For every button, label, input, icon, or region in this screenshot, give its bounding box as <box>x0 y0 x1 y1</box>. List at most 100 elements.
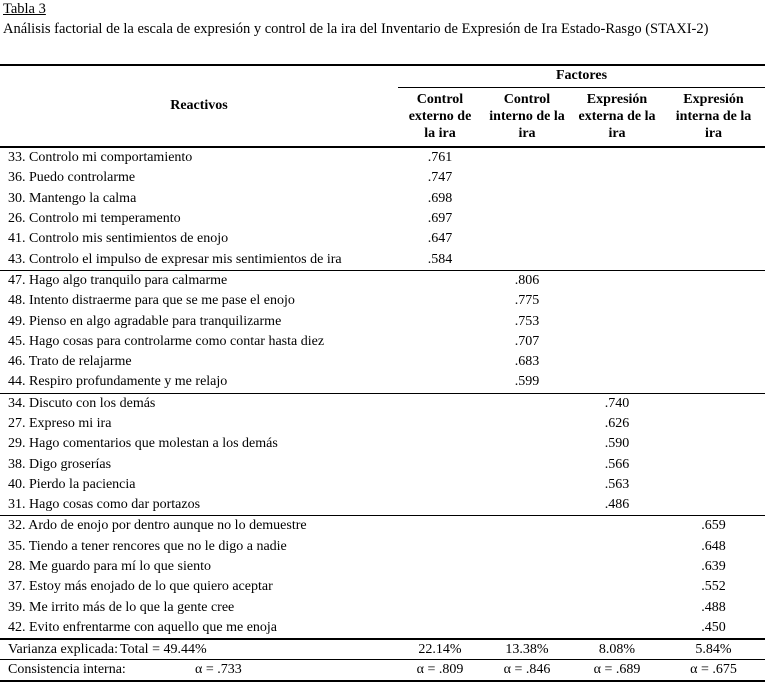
factor-group-4: 32. Ardo de enojo por dentro aunque no l… <box>0 516 765 640</box>
item-label: 44. Respiro profundamente y me relajo <box>8 374 228 390</box>
consistency-label-text: Consistencia interna: <box>8 662 126 678</box>
factor-group-1: 33. Controlo mi comportamiento .761 36. Pu… <box>0 148 765 271</box>
item-row: 38. Digo groserías .566 <box>0 454 765 474</box>
item-row: 45. Hago cosas para controlarme como con… <box>0 332 765 352</box>
variance-value: 13.38% <box>505 641 549 657</box>
loading-value: .486 <box>604 497 630 513</box>
column-header-control-interno: Control interno de la ira <box>489 92 565 141</box>
loading-value: .697 <box>427 211 453 227</box>
column-header-expresion-interna: Expresión interna de la ira <box>675 92 752 141</box>
loading-value: .590 <box>604 436 630 452</box>
loading-value: .707 <box>514 333 540 349</box>
item-label: 35. Tiendo a tener rencores que no le di… <box>8 538 287 554</box>
item-row: 40. Pierdo la paciencia .563 <box>0 475 765 495</box>
item-label: 36. Puedo controlarme <box>8 170 136 186</box>
item-row: 37. Estoy más enojado de lo que quiero a… <box>0 577 765 597</box>
item-label: 38. Digo groserías <box>8 456 112 472</box>
loading-value: .806 <box>514 272 540 288</box>
item-row: 30. Mantengo la calma .698 <box>0 189 765 209</box>
loading-value: .753 <box>514 313 540 329</box>
item-label: 26. Controlo mi temperamento <box>8 211 181 227</box>
item-label: 41. Controlo mis sentimientos de enojo <box>8 231 229 247</box>
loading-value: .450 <box>701 619 726 635</box>
loading-value: .775 <box>514 293 540 309</box>
table-number-title: Tabla 3 <box>3 1 46 17</box>
item-label: 37. Estoy más enojado de lo que quiero a… <box>8 579 273 595</box>
loading-value: .698 <box>427 190 453 206</box>
consistency-value: α = .809 <box>416 662 464 678</box>
item-row: 27. Expreso mi ira .626 <box>0 414 765 434</box>
item-row: 39. Me irrito más de lo que la gente cre… <box>0 598 765 618</box>
loading-value: .563 <box>604 476 630 492</box>
item-row: 47. Hago algo tranquilo para calmarme .80… <box>0 271 765 291</box>
factor-analysis-table: Reactivos Factores Control externo de la… <box>0 64 765 682</box>
item-label: 46. Trato de relajarme <box>8 354 132 370</box>
item-row: 46. Trato de relajarme .683 <box>0 352 765 372</box>
item-label: 30. Mantengo la calma <box>8 190 137 206</box>
reactivos-column-header: Reactivos <box>170 98 228 113</box>
loading-value: .488 <box>701 599 726 615</box>
item-row: 48. Intento distraerme para que se me pa… <box>0 291 765 311</box>
item-row: 36. Puedo controlarme .747 <box>0 168 765 188</box>
item-label: 40. Pierdo la paciencia <box>8 476 136 492</box>
item-row: 34. Discuto con los demás .740 <box>0 394 765 414</box>
consistency-value: α = .846 <box>503 662 551 678</box>
factor-group-2: 47. Hago algo tranquilo para calmarme .80… <box>0 271 765 394</box>
item-label: 47. Hago algo tranquilo para calmarme <box>8 272 228 288</box>
item-label: 34. Discuto con los demás <box>8 395 156 411</box>
variance-total: Total = 49.44% <box>120 641 207 657</box>
factores-header-block: Factores Control externo de la ira Contr… <box>398 66 765 146</box>
item-row: 42. Evito enfrentarme con aquello que me… <box>0 618 765 638</box>
variance-value: 5.84% <box>695 641 732 657</box>
item-label: 49. Pienso en algo agradable para tranqu… <box>8 313 282 329</box>
item-row: 35. Tiendo a tener rencores que no le di… <box>0 537 765 557</box>
loading-value: .552 <box>701 579 726 595</box>
item-label: 43. Controlo el impulso de expresar mis … <box>8 251 342 267</box>
item-label: 28. Me guardo para mí lo que siento <box>8 559 211 575</box>
item-row: 49. Pienso en algo agradable para tranqu… <box>0 311 765 331</box>
loading-value: .747 <box>427 170 453 186</box>
item-row: 43. Controlo el impulso de expresar mis … <box>0 249 765 269</box>
loading-value: .584 <box>427 251 453 267</box>
item-row: 26. Controlo mi temperamento .697 <box>0 209 765 229</box>
item-label: 29. Hago comentarios que molestan a los … <box>8 436 278 452</box>
consistency-total: α = .733 <box>195 662 242 678</box>
item-row: 31. Hago cosas como dar portazos .486 <box>0 495 765 515</box>
table-caption: Análisis factorial de la escala de expre… <box>3 21 709 37</box>
loading-value: .566 <box>604 456 630 472</box>
item-row: 44. Respiro profundamente y me relajo .59… <box>0 372 765 392</box>
item-row: 29. Hago comentarios que molestan a los … <box>0 434 765 454</box>
table-header: Reactivos Factores Control externo de la… <box>0 66 765 148</box>
variance-row: Varianza explicada: Total = 49.44% 22.14% 1… <box>0 639 765 659</box>
factor-column-headers: Control externo de la ira Control intern… <box>398 88 765 146</box>
consistency-row: Consistencia interna: α = .733 α = .809 α =… <box>0 659 765 679</box>
item-label: 39. Me irrito más de lo que la gente cre… <box>8 599 235 615</box>
item-label: 48. Intento distraerme para que se me pa… <box>8 293 295 309</box>
item-label: 32. Ardo de enojo por dentro aunque no l… <box>8 518 307 534</box>
item-row: 41. Controlo mis sentimientos de enojo .6… <box>0 229 765 249</box>
loading-value: .639 <box>701 559 726 575</box>
item-row: 33. Controlo mi comportamiento .761 <box>0 148 765 168</box>
item-label: 31. Hago cosas como dar portazos <box>8 497 201 513</box>
loading-value: .626 <box>604 416 630 431</box>
column-header-expresion-externa: Expresión externa de la ira <box>578 92 656 141</box>
loading-value: .648 <box>701 538 726 554</box>
variance-value: 8.08% <box>598 641 636 657</box>
variance-label: Varianza explicada: Total = 49.44% <box>0 642 398 658</box>
factores-spanner-header: Factores <box>398 66 765 88</box>
item-label: 45. Hago cosas para controlarme como con… <box>8 333 325 349</box>
variance-value: 22.14% <box>418 641 462 657</box>
loading-value: .647 <box>427 231 453 247</box>
item-label: 42. Evito enfrentarme con aquello que me… <box>8 619 278 635</box>
consistency-value: α = .689 <box>593 662 641 678</box>
loading-value: .683 <box>514 354 540 370</box>
variance-label-text: Varianza explicada: <box>8 641 118 657</box>
column-header-control-externo: Control externo de la ira <box>408 92 472 141</box>
table-body: 33. Controlo mi comportamiento .761 36. Pu… <box>0 148 765 680</box>
item-row: 28. Me guardo para mí lo que siento .639 <box>0 557 765 577</box>
loading-value: .659 <box>701 518 726 534</box>
item-label: 27. Expreso mi ira <box>8 416 112 431</box>
loading-value: .761 <box>427 150 453 166</box>
consistency-label: Consistencia interna: α = .733 <box>0 662 398 678</box>
